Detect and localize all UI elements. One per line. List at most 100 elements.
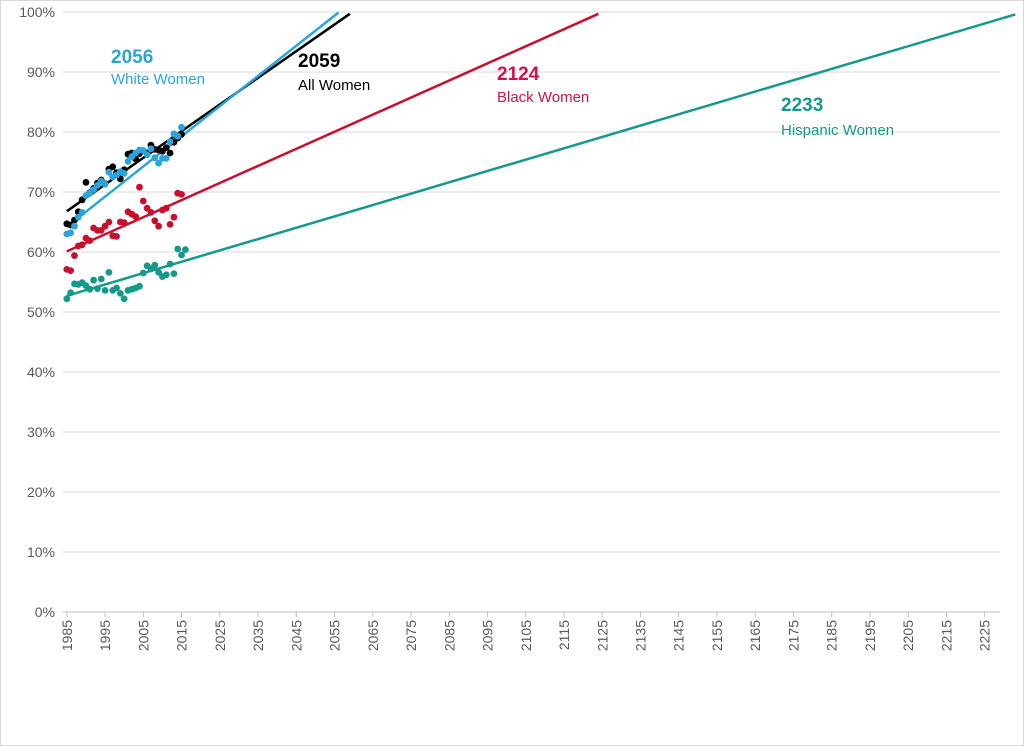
x-tick-label: 2225 <box>977 620 993 651</box>
data-point <box>162 155 170 162</box>
data-point <box>120 295 128 303</box>
annotations: 2059 All Women 2056 White Women 2124 Black Wo… <box>111 47 894 139</box>
annotation-label: Hispanic Women <box>781 122 894 139</box>
x-tick-label: 1985 <box>59 620 75 651</box>
x-tick-label: 2165 <box>747 620 763 651</box>
data-point <box>116 290 124 297</box>
x-tick-label: 2065 <box>365 620 381 651</box>
data-point <box>151 154 159 162</box>
y-tick-label: 100% <box>19 4 55 20</box>
y-tick-label: 90% <box>27 64 55 80</box>
x-tick-label: 2025 <box>212 620 228 651</box>
data-point <box>82 179 90 186</box>
trend-lines <box>66 11 1016 297</box>
y-tick-label: 0% <box>35 604 55 620</box>
annotation-label: White Women <box>111 71 205 88</box>
x-tick-label: 2155 <box>709 620 725 651</box>
y-axis: 0% 10% 20% 30% 40% 50% 60% 70% 80% 90% 100% <box>19 4 55 620</box>
data-point <box>105 218 113 226</box>
x-tick-label: 2045 <box>288 620 304 651</box>
trend-line <box>66 12 599 253</box>
x-tick-label: 2055 <box>327 620 343 651</box>
y-tick-label: 70% <box>27 184 55 200</box>
data-point <box>63 295 71 303</box>
data-point <box>166 221 174 228</box>
data-point <box>120 170 128 177</box>
data-point <box>132 213 140 221</box>
data-point <box>86 285 94 293</box>
annotation-year: 2124 <box>497 64 540 85</box>
data-point <box>97 275 105 283</box>
data-point <box>162 204 170 212</box>
data-point <box>67 229 75 237</box>
data-point <box>174 245 182 253</box>
x-tick-label: 2035 <box>250 620 266 651</box>
data-point <box>113 233 120 240</box>
data-point <box>174 132 182 140</box>
data-point <box>120 219 128 227</box>
data-point <box>94 285 101 292</box>
annotation-label: Black Women <box>497 89 589 106</box>
data-point <box>67 289 75 297</box>
x-tick-label: 2095 <box>480 620 496 651</box>
gridlines <box>63 11 1000 613</box>
data-point <box>105 269 113 276</box>
y-tick-label: 10% <box>27 544 55 560</box>
data-points <box>63 123 189 303</box>
data-point <box>67 267 75 274</box>
data-point <box>139 269 147 277</box>
data-point <box>139 197 147 205</box>
data-point <box>105 168 113 176</box>
data-point <box>151 217 159 225</box>
x-tick-label: 1995 <box>97 620 113 651</box>
data-point <box>113 284 120 292</box>
x-tick-label: 2015 <box>174 620 190 651</box>
data-point <box>181 246 189 254</box>
data-point <box>147 209 155 216</box>
data-point <box>155 222 163 230</box>
data-point <box>101 287 109 294</box>
annotation-year: 2059 <box>298 51 340 72</box>
data-point <box>162 271 170 279</box>
x-tick-label: 2175 <box>785 620 801 651</box>
data-point <box>71 222 78 230</box>
y-tick-label: 30% <box>27 424 55 440</box>
data-point <box>151 261 159 269</box>
data-point <box>71 252 78 259</box>
x-tick-label: 2085 <box>441 620 457 651</box>
annotation-year: 2056 <box>111 47 153 68</box>
x-tick-label: 2075 <box>403 620 419 651</box>
y-tick-label: 60% <box>27 244 55 260</box>
data-point <box>178 191 185 198</box>
annotation-year: 2233 <box>781 95 823 116</box>
data-point <box>166 149 174 157</box>
data-point <box>109 163 117 171</box>
data-point <box>74 213 82 221</box>
data-point <box>86 237 94 245</box>
data-point <box>78 241 86 249</box>
y-tick-label: 50% <box>27 304 55 320</box>
x-tick-label: 2185 <box>824 620 840 651</box>
annotation-label: All Women <box>298 77 370 94</box>
x-tick-label: 2125 <box>594 620 610 651</box>
data-point <box>90 276 97 284</box>
data-point <box>170 213 178 221</box>
x-tick-label: 2005 <box>135 620 151 651</box>
data-point <box>162 144 170 152</box>
data-point <box>147 145 155 153</box>
data-point <box>166 260 174 268</box>
data-point <box>143 151 151 159</box>
data-point <box>136 282 143 290</box>
data-point <box>170 270 178 277</box>
x-tick-label: 2135 <box>632 620 648 651</box>
x-tick-label: 2205 <box>900 620 916 651</box>
x-tick-label: 2105 <box>518 620 534 651</box>
data-point <box>101 180 109 188</box>
trend-line <box>66 12 351 213</box>
data-point <box>178 251 185 259</box>
y-tick-label: 20% <box>27 484 55 500</box>
x-axis: 1985 1995 2005 2015 2025 2035 2045 2055 2065 2075… <box>59 611 1000 651</box>
data-point <box>166 138 174 146</box>
